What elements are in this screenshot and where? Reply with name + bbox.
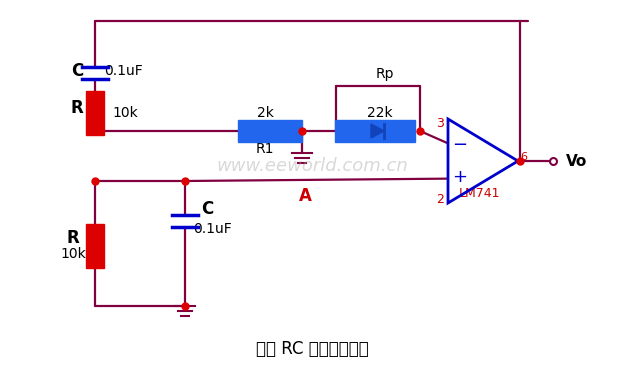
Text: 0.1uF: 0.1uF	[193, 222, 232, 236]
Polygon shape	[371, 124, 384, 138]
Text: 基本 RC 桥式振荡电路: 基本 RC 桥式振荡电路	[256, 340, 368, 358]
Text: 10k: 10k	[112, 106, 138, 120]
Text: +: +	[452, 168, 467, 186]
Text: R: R	[71, 99, 84, 117]
Text: R: R	[67, 229, 79, 247]
Text: Vo: Vo	[566, 154, 587, 168]
Bar	[86, 224, 104, 268]
Text: www.eeworld.com.cn: www.eeworld.com.cn	[216, 157, 408, 175]
Text: 10k: 10k	[60, 247, 86, 261]
Bar	[238, 120, 302, 142]
Text: C: C	[71, 62, 83, 80]
Text: R1: R1	[256, 142, 275, 156]
Text: C: C	[201, 200, 213, 218]
Text: LM741: LM741	[459, 187, 500, 200]
Text: Rp: Rp	[376, 67, 394, 81]
Text: −: −	[452, 136, 467, 154]
Text: 2k: 2k	[256, 106, 273, 120]
Text: 22k: 22k	[367, 106, 393, 120]
Text: 3: 3	[436, 116, 444, 129]
Text: A: A	[298, 187, 311, 205]
Bar	[335, 120, 415, 142]
Text: 0.1uF: 0.1uF	[104, 64, 142, 78]
Text: 2: 2	[436, 193, 444, 206]
Bar	[86, 91, 104, 135]
Text: 6: 6	[520, 152, 527, 162]
